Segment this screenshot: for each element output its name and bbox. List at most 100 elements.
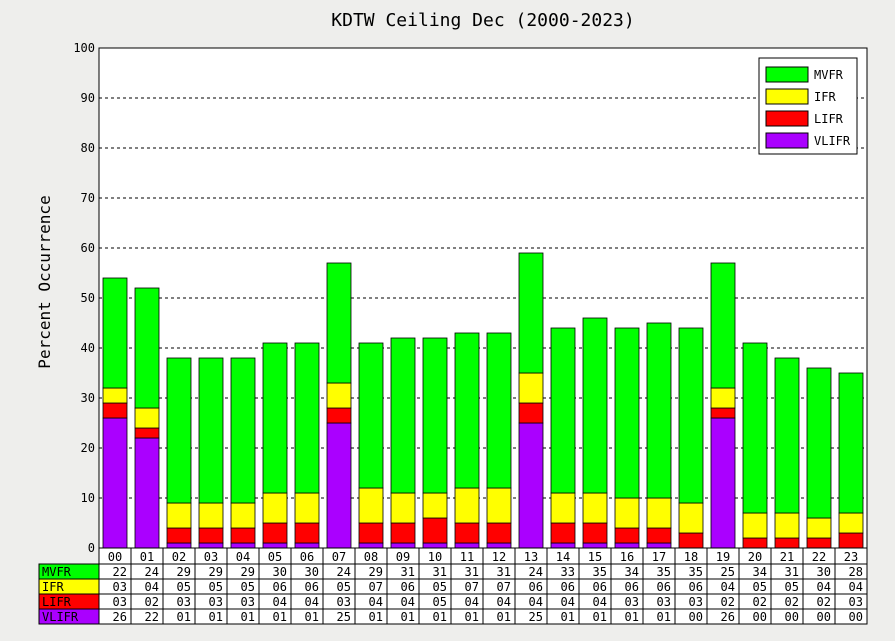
legend-swatch-vlifr [765,132,809,149]
bar-lifr [550,522,576,544]
table-cell-value: 04 [145,580,159,594]
table-cell-value: 22 [113,565,127,579]
bar-vlifr [326,422,352,549]
table-cell-value: 35 [689,565,703,579]
bar-mvfr [838,372,864,514]
bar-mvfr [678,327,704,504]
x-tick-label: 16 [620,550,634,564]
y-tick-label: 80 [81,141,95,155]
bar-ifr [134,407,160,429]
bar-lifr [326,407,352,424]
bar-mvfr [454,332,480,489]
table-cell-value: 05 [209,580,223,594]
table-cell-value: 33 [561,565,575,579]
y-tick-label: 70 [81,191,95,205]
table-cell-value: 03 [657,595,671,609]
legend: MVFR IFR LIFR VLIFR [758,57,858,155]
table-cell-value: 00 [753,610,767,624]
x-tick-label: 15 [588,550,602,564]
table-cell-value: 24 [145,565,159,579]
bar-lifr [102,402,128,419]
table-cell-value: 24 [529,565,543,579]
table-cell-value: 03 [113,580,127,594]
table-cell-value: 06 [401,580,415,594]
table-cell-value: 06 [305,580,319,594]
bar-lifr [838,532,864,549]
bar-vlifr [294,542,320,549]
table-cell-value: 03 [689,595,703,609]
bar-ifr [614,497,640,529]
bar-ifr [710,387,736,409]
table-cell-value: 00 [689,610,703,624]
table-row-label: MVFR [42,565,72,579]
x-tick-label: 05 [268,550,282,564]
table-cell-value: 04 [465,595,479,609]
x-tick-label: 21 [780,550,794,564]
bar-vlifr [582,542,608,549]
bar-ifr [678,502,704,534]
bar-ifr [806,517,832,539]
table-cell-value: 05 [433,595,447,609]
table-cell-value: 05 [241,580,255,594]
bar-ifr [230,502,256,529]
x-axis-labels: 00 01 02 03 04 05 06 07 08 09 10 11 12 13 14 15 16 17 18 19… [98,547,868,565]
bar-lifr [742,537,768,549]
legend-label: IFR [814,90,836,104]
bar-mvfr [614,327,640,499]
table-cell-value: 01 [465,610,479,624]
table-cell-value: 05 [177,580,191,594]
table-cell-value: 04 [305,595,319,609]
x-tick-label: 03 [204,550,218,564]
bar-vlifr [614,542,640,549]
table-cell-value: 29 [177,565,191,579]
bar-ifr [646,497,672,529]
bar-vlifr [102,417,128,549]
table-cell-value: 07 [465,580,479,594]
table-cell-value: 05 [753,580,767,594]
table-cell-value: 04 [369,595,383,609]
bar-lifr [294,522,320,544]
bar-ifr [390,492,416,524]
table-cell-value: 06 [689,580,703,594]
x-tick-label: 06 [300,550,314,564]
table-cell-value: 00 [785,610,799,624]
table-cell-value: 25 [529,610,543,624]
bar-vlifr [166,542,192,549]
bar-lifr [806,537,832,549]
table-cell-value: 28 [849,565,863,579]
bar-lifr [678,532,704,549]
table-cell-value: 25 [337,610,351,624]
table-cell-value: 30 [305,565,319,579]
table-cell-value: 06 [657,580,671,594]
bar-lifr [454,522,480,544]
bar-lifr [262,522,288,544]
bar-mvfr [198,357,224,504]
bar-vlifr [390,542,416,549]
table-cell-value: 01 [561,610,575,624]
table-cell-value: 01 [433,610,447,624]
bar-ifr [454,487,480,524]
bar-mvfr [710,262,736,389]
table-cell-value: 02 [785,595,799,609]
x-tick-label: 08 [364,550,378,564]
bar-mvfr [390,337,416,494]
x-tick-label: 17 [652,550,666,564]
bar-vlifr [230,542,256,549]
table-cell-value: 04 [849,580,863,594]
table-cell-value: 02 [721,595,735,609]
table-cell-value: 26 [721,610,735,624]
bar-lifr [358,522,384,544]
x-tick-label: 00 [108,550,122,564]
table-cell-value: 01 [305,610,319,624]
bar-lifr [646,527,672,544]
bar-vlifr [518,422,544,549]
table-cell-value: 04 [561,595,575,609]
table-cell-value: 04 [401,595,415,609]
table-cell-value: 22 [145,610,159,624]
table-cell-value: 03 [241,595,255,609]
bar-ifr [486,487,512,524]
x-tick-label: 09 [396,550,410,564]
bar-mvfr [230,357,256,504]
legend-swatch-ifr [765,88,809,105]
